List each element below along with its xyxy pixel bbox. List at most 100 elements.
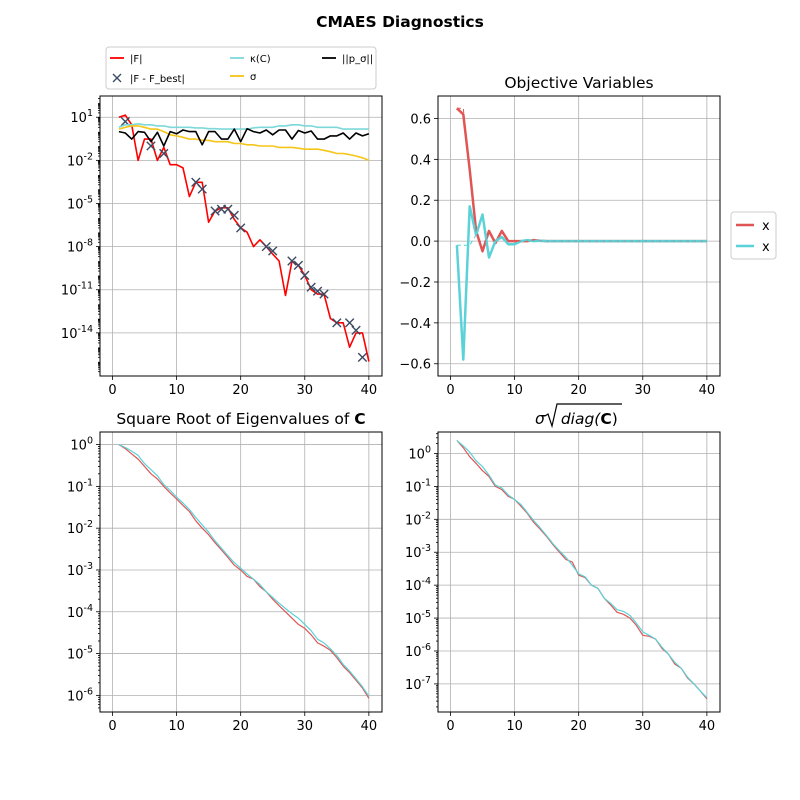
marker-stroke — [300, 270, 310, 281]
legend-item: x — [736, 219, 770, 234]
data-point-marker — [261, 241, 272, 252]
y-tick-label-base: 10 — [67, 606, 84, 621]
y-tick-label: 10-3 — [405, 543, 431, 561]
y-tick-label-base: 10 — [405, 579, 422, 594]
y-tick-label-base: 10 — [61, 327, 78, 342]
y-tick-label-exp: -1 — [84, 477, 93, 488]
y-tick-label-base: 10 — [405, 678, 422, 693]
y-tick-label-exp: 1 — [87, 108, 93, 119]
y-tick-label: 10-1 — [67, 477, 93, 495]
paren-text: ) — [612, 410, 618, 428]
x-tick-label: 30 — [634, 383, 651, 398]
y-tick-label-exp: -6 — [84, 686, 93, 697]
y-tick-label-exp: -2 — [422, 510, 431, 521]
x-tick-label: 20 — [232, 719, 249, 734]
y-tick-label-base: 10 — [405, 546, 422, 561]
y-tick-label-base: 10 — [67, 648, 84, 663]
legend-item: |F - F_best| — [112, 73, 185, 85]
diag-text: diag( — [561, 410, 601, 428]
subplot-title-eigen: Square Root of Eigenvalues of C — [116, 410, 365, 428]
marker-stroke — [268, 246, 278, 256]
y-tick-label: 10-8 — [67, 238, 93, 256]
y-tick-label: 10-5 — [405, 609, 431, 627]
x-tick-label: 0 — [446, 383, 454, 398]
series-line-x-0 — [456, 107, 707, 253]
series-line-series-1 — [456, 439, 708, 699]
y-tick-label-exp: -7 — [422, 675, 431, 686]
series-line-series-3 — [456, 214, 707, 258]
series-group-sigma — [456, 439, 708, 700]
legend-swatch — [112, 73, 122, 83]
y-tick-label-exp: -2 — [84, 519, 93, 530]
series-line-series-0 — [118, 444, 370, 699]
y-tick-label-base: 10 — [408, 447, 425, 462]
c-text: C — [600, 410, 611, 428]
series-line-series-3 — [118, 125, 370, 162]
y-tick-label: −0.2 — [399, 276, 431, 291]
y-tick-label-base: 10 — [61, 284, 78, 299]
y-tick-label-exp: -11 — [77, 281, 93, 292]
data-point-marker — [268, 246, 278, 256]
legend-label: |F - F_best| — [130, 74, 185, 85]
y-tick-label: 10-5 — [67, 194, 93, 212]
y-tick-label-base: 10 — [405, 513, 422, 528]
y-tick-label: 10-5 — [67, 645, 93, 663]
y-tick-label-base: 10 — [405, 645, 422, 660]
series-group-objective — [455, 107, 707, 361]
axes-frame — [437, 431, 721, 713]
data-point-marker — [332, 318, 342, 328]
legend-main: |F| |F - F_best| κ(C) σ ||p_σ|| — [105, 46, 377, 90]
y-tick-label: 10-2 — [67, 519, 93, 537]
y-tick-label: 10-11 — [61, 281, 93, 299]
marker-stroke — [159, 148, 169, 159]
data-point-marker — [300, 270, 310, 281]
series-line-series-1 — [118, 444, 370, 697]
y-tick-label-base: 10 — [405, 612, 422, 627]
x-tick-label: 20 — [570, 383, 587, 398]
data-point-marker — [146, 141, 156, 151]
marker-stroke — [332, 318, 342, 328]
x-tick-label: 30 — [634, 719, 651, 734]
data-point-marker — [235, 223, 246, 233]
marker-stroke — [351, 325, 361, 336]
y-tick-label: −0.4 — [399, 317, 431, 332]
y-tick-label-exp: -14 — [77, 324, 93, 335]
series-line-C-2 — [118, 123, 369, 130]
y-tick-label-base: 10 — [405, 480, 422, 495]
data-point-marker — [229, 210, 239, 221]
y-tick-label-exp: -3 — [422, 543, 431, 554]
data-point-marker — [197, 184, 207, 194]
y-tick-label-base: 10 — [67, 241, 84, 256]
y-tick-label-exp: -6 — [422, 642, 431, 653]
legend-item: σ — [230, 72, 257, 83]
series-line-F-0 — [118, 114, 370, 362]
marker-stroke — [229, 210, 239, 221]
y-tick-label-exp: -8 — [84, 238, 93, 249]
legend-objective: xx — [730, 211, 777, 260]
y-tick-label: 101 — [70, 108, 93, 126]
legend-label: ||p_σ|| — [342, 54, 373, 65]
y-tick-label: 10-6 — [405, 642, 431, 660]
series-line-x-1 — [455, 205, 707, 361]
y-tick-label: 10-4 — [67, 603, 93, 621]
y-tick-label-base: 10 — [67, 154, 84, 169]
y-tick-label: −0.6 — [399, 358, 431, 373]
title-bold-c: C — [354, 410, 365, 428]
marker-stroke — [293, 260, 304, 271]
y-tick-label-exp: -5 — [422, 609, 431, 620]
series-group-eigen — [118, 444, 370, 699]
series-line-series-2 — [456, 107, 707, 252]
marker-stroke — [306, 282, 316, 292]
sigma-symbol: σ — [535, 410, 546, 428]
series-line-series-0 — [456, 440, 708, 700]
y-tick-label: 10-2 — [67, 151, 93, 169]
data-point-marker — [287, 256, 297, 266]
series-line-p-4 — [118, 127, 370, 147]
y-tick-label-base: 10 — [67, 197, 84, 212]
marker-stroke — [197, 184, 207, 194]
data-point-marker — [306, 282, 316, 292]
y-tick-label: 10-14 — [61, 324, 93, 342]
